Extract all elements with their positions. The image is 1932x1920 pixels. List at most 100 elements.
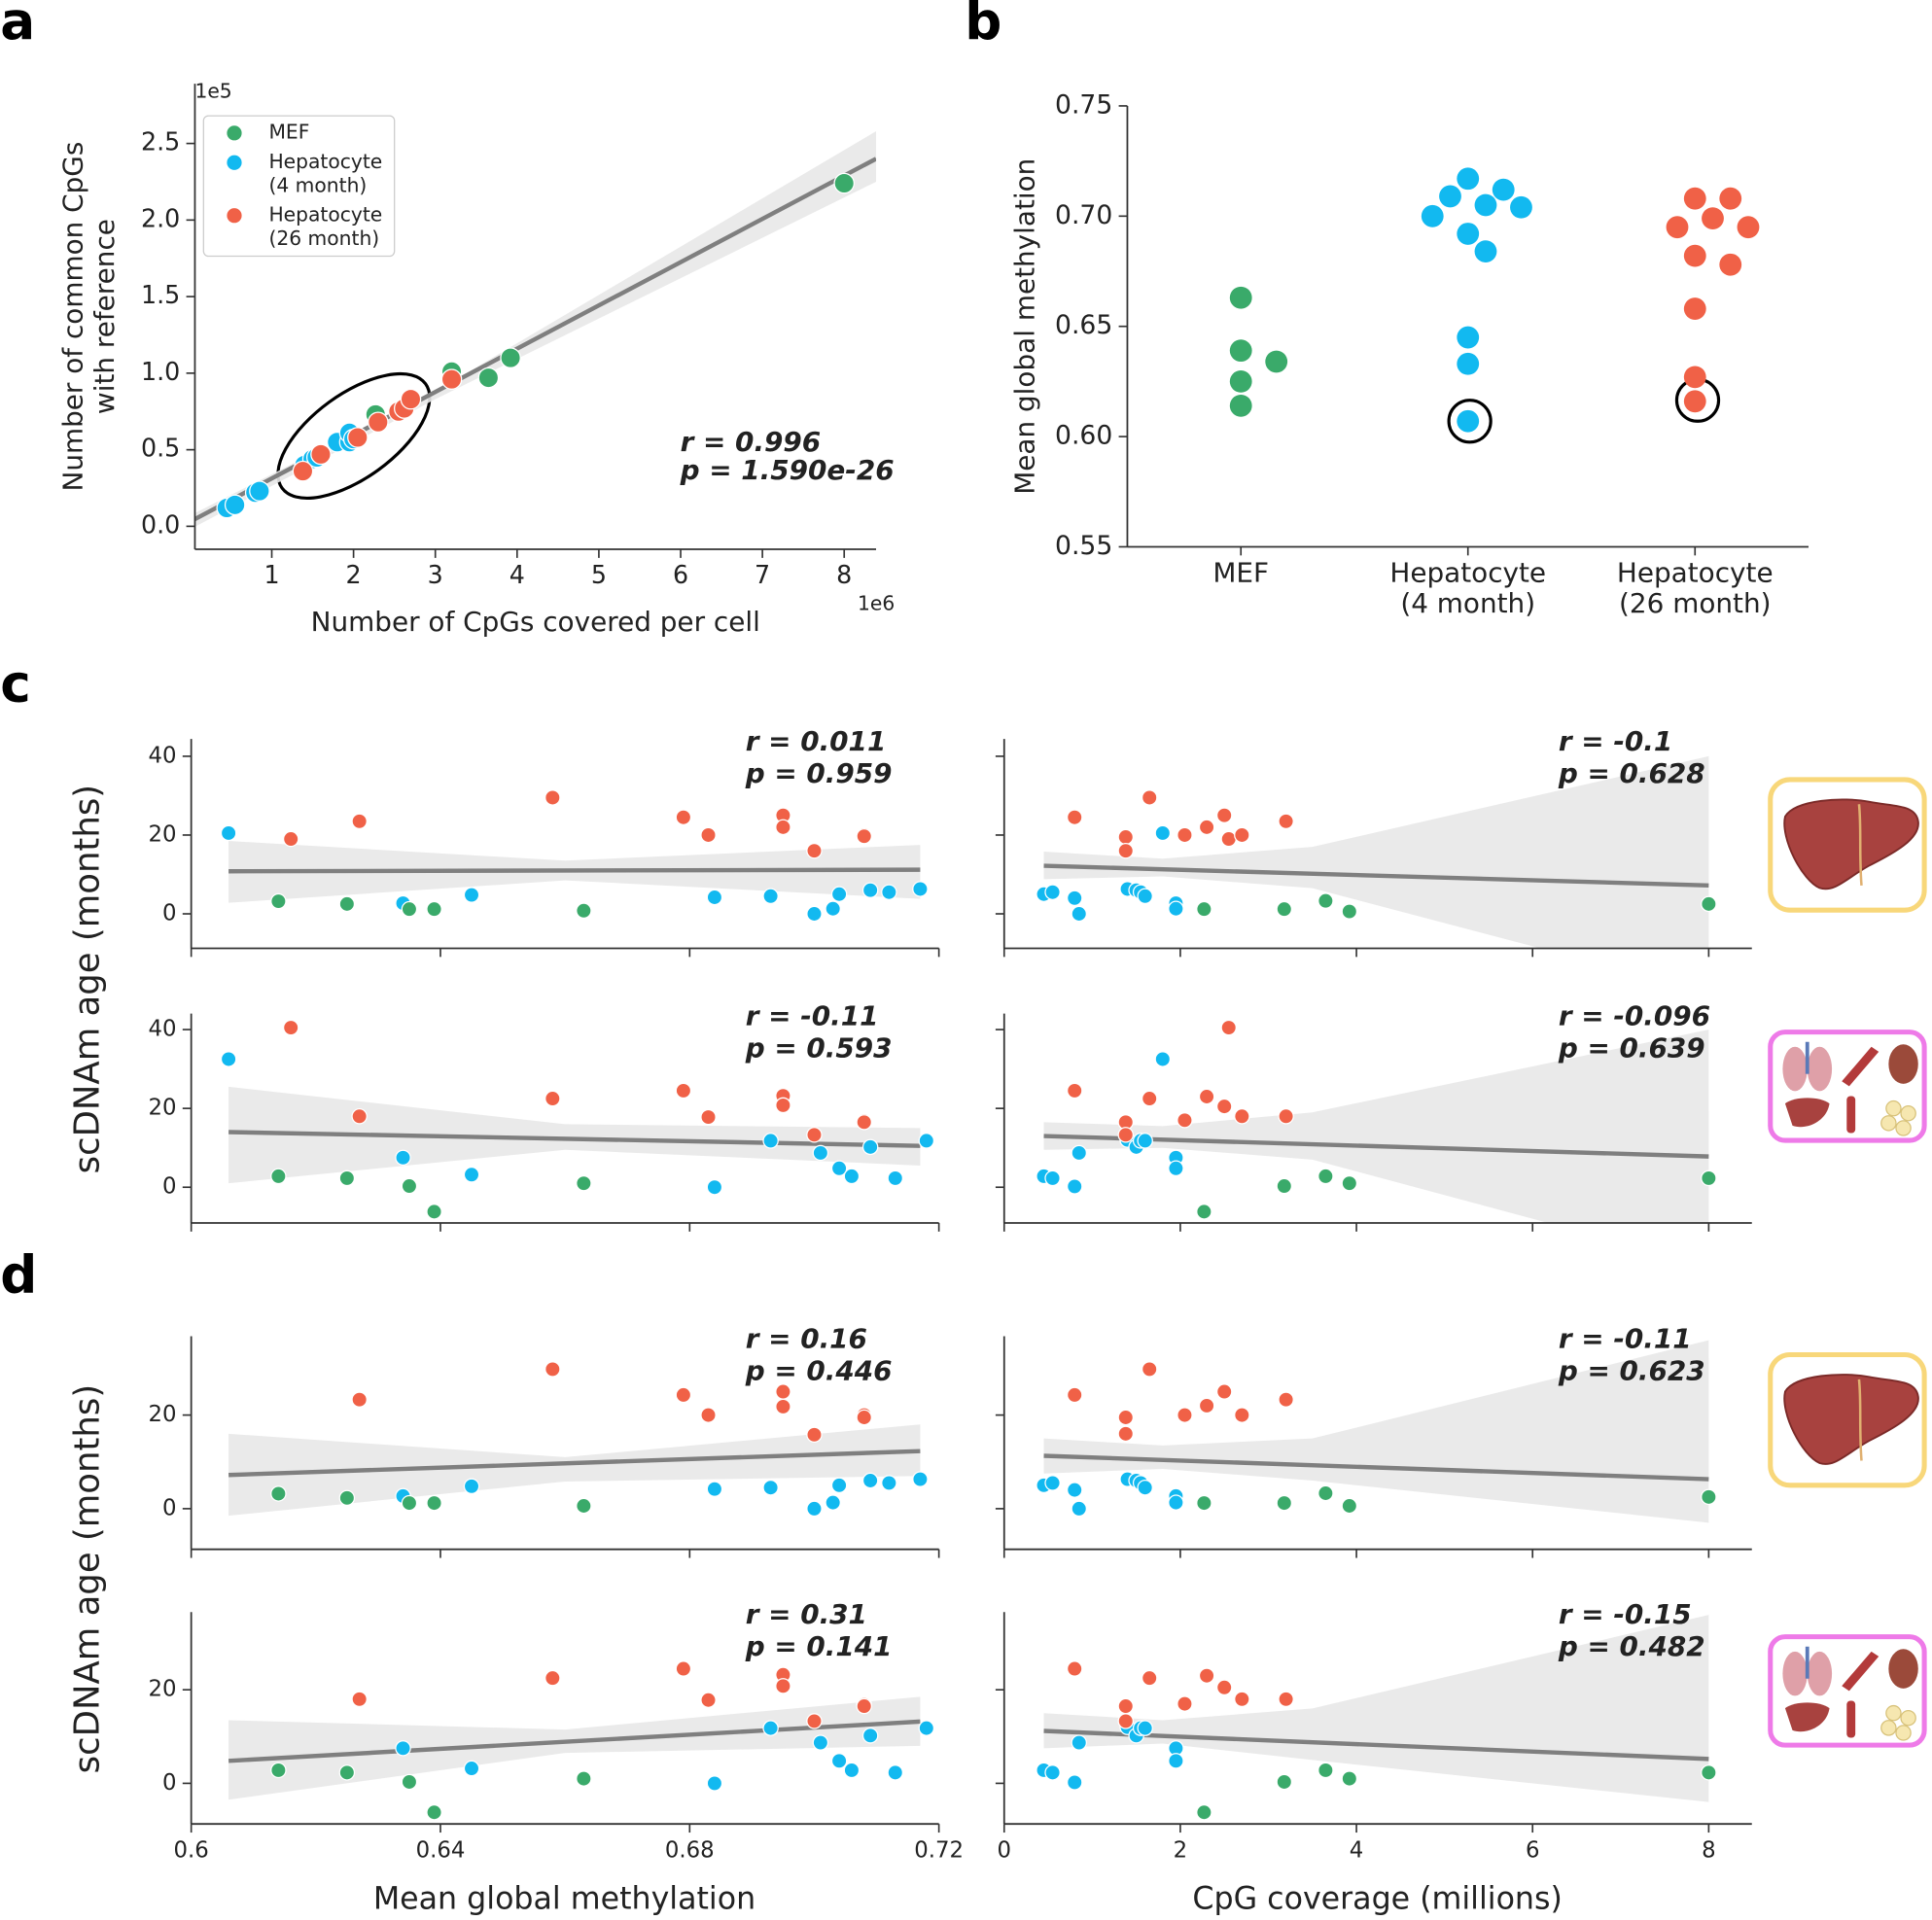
data-point bbox=[1229, 339, 1252, 363]
x-tick-label: 3 bbox=[428, 560, 443, 589]
data-point bbox=[249, 480, 270, 502]
stat-annotation: r = 0.011 bbox=[746, 725, 887, 757]
liver-icon bbox=[1771, 1355, 1924, 1485]
stat-annotation: r = -0.15 bbox=[1559, 1598, 1692, 1630]
data-point bbox=[395, 1740, 411, 1757]
data-point bbox=[1719, 187, 1742, 210]
data-point bbox=[861, 1472, 879, 1489]
legend-label: MEF bbox=[268, 120, 309, 143]
data-point bbox=[1341, 903, 1358, 920]
data-point bbox=[1215, 1679, 1233, 1696]
x-tick-label: 5 bbox=[591, 560, 607, 589]
data-point bbox=[1234, 1407, 1250, 1423]
data-point bbox=[1510, 195, 1532, 219]
data-point bbox=[1457, 167, 1480, 191]
stat-annotation: p = 0.959 bbox=[745, 757, 893, 789]
data-point bbox=[270, 1168, 287, 1185]
data-point bbox=[1666, 216, 1689, 239]
plot-area bbox=[194, 130, 877, 527]
data-point bbox=[1066, 1178, 1083, 1195]
data-point bbox=[675, 809, 692, 825]
regression-line bbox=[228, 1449, 921, 1478]
data-point bbox=[706, 889, 723, 906]
data-point bbox=[401, 1773, 418, 1791]
data-point bbox=[706, 1179, 723, 1196]
y-axis-label: Number of common CpGswith reference bbox=[56, 142, 121, 492]
data-point bbox=[1117, 1697, 1134, 1715]
data-point bbox=[1278, 1691, 1294, 1708]
x-tick-label: 0.68 bbox=[665, 1838, 715, 1864]
data-point bbox=[856, 1697, 872, 1715]
data-point bbox=[861, 1138, 879, 1156]
confidence-band bbox=[1043, 1030, 1709, 1223]
regression-line bbox=[228, 1719, 921, 1763]
data-point bbox=[463, 1167, 480, 1183]
data-point bbox=[830, 1753, 848, 1769]
data-point bbox=[1737, 216, 1760, 239]
regression-line bbox=[1043, 1728, 1709, 1762]
data-point bbox=[1317, 1484, 1334, 1502]
stat-annotation: r = 0.16 bbox=[746, 1322, 867, 1354]
legend-label: Hepatocyte (26 month) bbox=[268, 202, 382, 249]
data-point bbox=[1141, 1090, 1158, 1107]
data-point bbox=[401, 1494, 418, 1512]
stat-annotation: r = -0.11 bbox=[1559, 1322, 1692, 1354]
data-point bbox=[1317, 892, 1334, 909]
data-point bbox=[1215, 807, 1233, 823]
data-point bbox=[338, 1489, 356, 1507]
data-point bbox=[1154, 824, 1172, 842]
data-point bbox=[806, 1426, 823, 1444]
data-point bbox=[675, 1660, 692, 1677]
data-point bbox=[1168, 900, 1184, 917]
data-point bbox=[812, 1734, 829, 1751]
data-point bbox=[1234, 1691, 1250, 1708]
data-point bbox=[1168, 1753, 1184, 1769]
data-point bbox=[825, 1494, 841, 1511]
x-tick-label: 2 bbox=[1174, 1838, 1188, 1864]
data-point bbox=[1198, 1667, 1215, 1684]
confidence-band bbox=[1043, 755, 1709, 949]
data-point bbox=[463, 1760, 480, 1777]
x-tick-label: 0.64 bbox=[416, 1838, 466, 1864]
data-point bbox=[1071, 1500, 1087, 1518]
chart: 0 20 0.6 0.64 0.68 0.72 r = 0.31p = 0.141 bbox=[148, 1598, 964, 1863]
regression-line bbox=[1043, 863, 1709, 889]
data-point bbox=[1276, 1177, 1293, 1195]
data-point bbox=[1137, 1479, 1153, 1496]
data-point bbox=[1278, 1108, 1294, 1125]
data-point bbox=[830, 1477, 848, 1494]
x-axis-label: CpG coverage (millions) bbox=[1192, 1882, 1562, 1917]
data-point bbox=[351, 1691, 368, 1708]
x-tick-label: 6 bbox=[673, 560, 688, 589]
y-tick-label: 0.5 bbox=[141, 434, 180, 463]
data-point bbox=[338, 1764, 356, 1781]
data-point bbox=[861, 1728, 879, 1744]
data-point bbox=[918, 1133, 935, 1149]
data-point bbox=[1421, 204, 1444, 227]
x-offset-label: 1e6 bbox=[858, 592, 895, 615]
data-point bbox=[426, 1804, 442, 1821]
y-tick-label: 0.65 bbox=[1055, 310, 1112, 340]
data-point bbox=[856, 1114, 872, 1131]
data-point bbox=[338, 895, 356, 913]
data-point bbox=[1117, 1713, 1134, 1729]
data-point bbox=[1701, 1764, 1717, 1781]
data-point bbox=[1457, 409, 1480, 433]
data-point bbox=[775, 1678, 791, 1694]
data-point bbox=[1215, 1383, 1233, 1400]
data-point bbox=[270, 892, 287, 910]
data-point bbox=[220, 824, 237, 842]
stat-annotation: p = 0.639 bbox=[1558, 1031, 1705, 1064]
data-point bbox=[843, 1762, 861, 1779]
data-point bbox=[675, 1386, 692, 1404]
stat-annotation: r = 0.996 bbox=[681, 426, 822, 458]
y-tick-label: 20 bbox=[148, 1677, 176, 1702]
data-point bbox=[706, 1481, 723, 1497]
data-point bbox=[1066, 1082, 1083, 1100]
data-point bbox=[1220, 1019, 1237, 1036]
data-point bbox=[282, 830, 299, 848]
chart: r = -0.1p = 0.628 bbox=[995, 725, 1752, 958]
